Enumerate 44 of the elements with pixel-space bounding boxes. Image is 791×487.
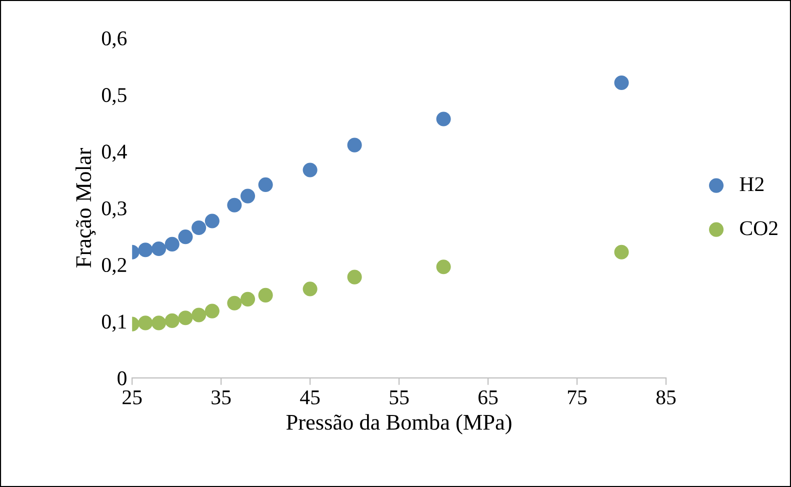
x-tick-label: 75 xyxy=(568,390,587,404)
y-tick-label: 0,4 xyxy=(102,144,127,162)
point xyxy=(192,308,206,322)
x-tick-label: 55 xyxy=(390,390,409,404)
y-tick-label: 0 xyxy=(118,371,126,386)
point xyxy=(258,288,273,302)
point xyxy=(436,112,451,126)
x-tick-label: 35 xyxy=(212,390,231,404)
x-tick-label: 85 xyxy=(656,390,676,404)
point xyxy=(164,313,180,328)
point xyxy=(347,138,362,152)
point xyxy=(258,177,273,192)
legend-label: CO2 xyxy=(740,221,778,236)
x-tick-label: 45 xyxy=(300,390,320,404)
y-tick-label: 0,6 xyxy=(102,31,127,48)
point xyxy=(178,310,193,326)
x-tick-label: 25 xyxy=(122,390,142,404)
y-tick-label: 0,5 xyxy=(102,88,126,106)
point xyxy=(302,162,318,178)
y-tick-label: 0,2 xyxy=(102,258,126,276)
point xyxy=(192,220,206,236)
point xyxy=(204,214,220,228)
point xyxy=(227,198,242,212)
y-axis-title: Fração Molar xyxy=(75,148,96,268)
point xyxy=(227,296,242,310)
point xyxy=(240,292,256,306)
point xyxy=(240,188,256,204)
point xyxy=(138,316,153,330)
x-tick-label: 65 xyxy=(478,390,498,404)
point xyxy=(164,236,180,252)
point xyxy=(204,304,220,318)
y-tick-label: 0,1 xyxy=(102,314,126,332)
point xyxy=(152,316,166,330)
legend-label: H2 xyxy=(740,177,764,192)
point xyxy=(614,244,629,260)
point xyxy=(614,75,629,90)
point xyxy=(347,270,362,284)
point xyxy=(436,260,451,274)
point xyxy=(138,242,153,258)
y-tick-label: 0,3 xyxy=(102,201,126,218)
point xyxy=(178,230,193,244)
point xyxy=(152,241,166,256)
point xyxy=(302,282,318,296)
x-axis-title: Pressão da Bomba (MPa) xyxy=(286,414,512,434)
